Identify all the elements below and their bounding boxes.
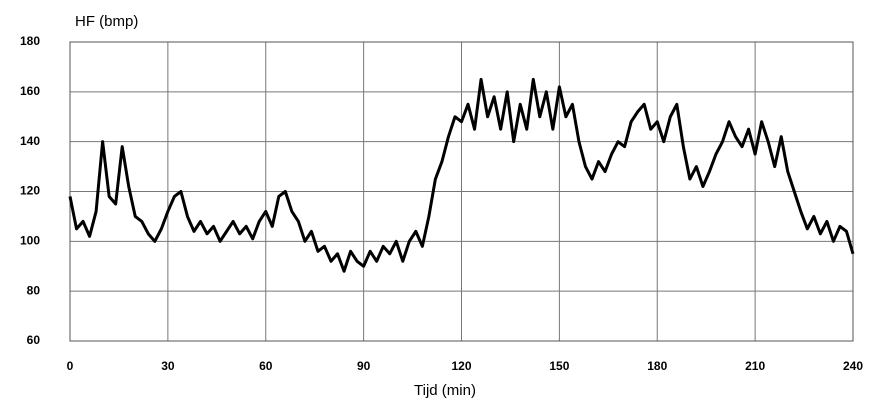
y-tick-label: 80 — [27, 283, 41, 297]
x-tick-label: 240 — [843, 359, 863, 373]
x-tick-label: 30 — [161, 359, 175, 373]
x-tick-label: 60 — [259, 359, 273, 373]
y-axis-label: HF (bmp) — [75, 13, 138, 30]
y-tick-label: 180 — [20, 34, 40, 48]
y-tick-label: 120 — [20, 184, 40, 198]
y-tick-label: 60 — [27, 333, 41, 347]
x-tick-label: 180 — [647, 359, 667, 373]
x-axis-label: Tijd (min) — [414, 382, 476, 399]
x-tick-label: 210 — [745, 359, 765, 373]
x-tick-label: 120 — [451, 359, 471, 373]
plot-frame — [69, 41, 854, 342]
y-tick-label: 100 — [20, 234, 40, 248]
y-tick-label: 140 — [20, 134, 40, 148]
x-tick-label: 150 — [549, 359, 569, 373]
y-tick-label: 160 — [20, 84, 40, 98]
x-tick-label: 0 — [67, 359, 74, 373]
line — [68, 77, 855, 273]
x-tick-label: 90 — [357, 359, 371, 373]
